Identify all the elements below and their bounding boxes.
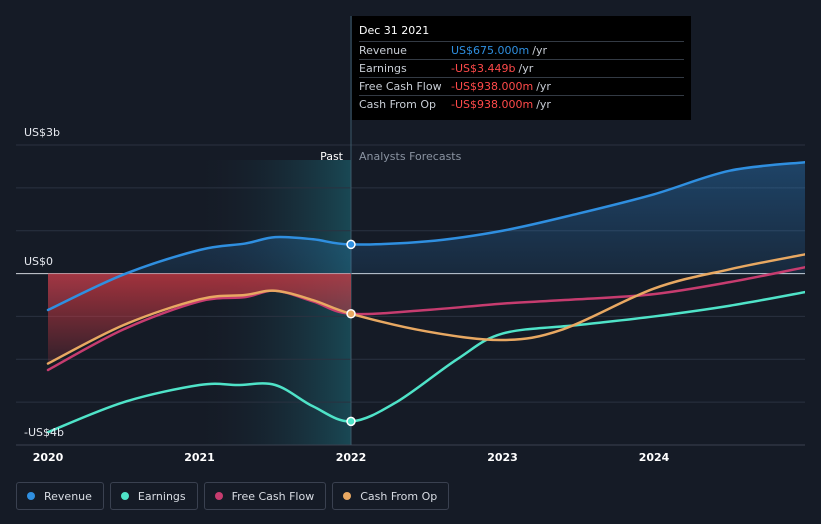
legend-label: Cash From Op	[360, 489, 438, 503]
tooltip-row-revenue: Revenue US$675.000m /yr	[359, 41, 684, 59]
tooltip-row-free-cash-flow: Free Cash Flow -US$938.000m /yr	[359, 77, 684, 95]
tooltip-row-cash-from-op: Cash From Op -US$938.000m /yr	[359, 95, 684, 113]
negative-area	[48, 273, 351, 364]
legend: Revenue Earnings Free Cash Flow Cash Fro…	[16, 482, 450, 512]
legend-dot	[214, 492, 223, 500]
legend-item-free-cash-flow[interactable]: Free Cash Flow	[203, 482, 327, 510]
x-tick-label: 2022	[336, 451, 367, 464]
x-tick-label: 2020	[33, 451, 64, 464]
tooltip: Dec 31 2021 Revenue US$675.000m /yr Earn…	[352, 16, 691, 120]
tooltip-date: Dec 31 2021	[359, 24, 430, 37]
legend-label: Free Cash Flow	[231, 489, 315, 503]
x-tick-label: 2021	[184, 451, 215, 464]
marker-earnings	[346, 416, 356, 427]
y-label-bottom: -US$4b	[24, 426, 64, 439]
marker-cash-from-op	[346, 309, 356, 319]
y-label-top: US$3b	[24, 126, 60, 139]
tooltip-value: -US$938.000m	[451, 98, 534, 111]
tooltip-label: Free Cash Flow	[359, 80, 442, 93]
tooltip-row-earnings: Earnings -US$3.449b /yr	[359, 59, 684, 77]
forecast-label: Analysts Forecasts	[359, 150, 462, 163]
legend-item-revenue[interactable]: Revenue	[16, 482, 104, 510]
tooltip-value: US$675.000m	[451, 44, 530, 57]
marker-revenue	[346, 239, 356, 250]
legend-dot	[120, 492, 129, 500]
x-tick-label: 2024	[639, 451, 670, 464]
legend-label: Earnings	[137, 489, 186, 503]
tooltip-value: -US$3.449b	[451, 62, 516, 75]
revenue-area	[48, 162, 805, 310]
y-label-zero: US$0	[24, 255, 53, 268]
legend-item-earnings[interactable]: Earnings	[109, 482, 198, 510]
series-line-earnings	[46, 290, 805, 434]
legend-item-cash-from-op[interactable]: Cash From Op	[332, 482, 450, 510]
tooltip-unit: /yr	[536, 98, 551, 111]
past-label: Past	[320, 150, 344, 163]
tooltip-label: Cash From Op	[359, 98, 437, 111]
tooltip-unit: /yr	[518, 62, 534, 75]
tooltip-unit: /yr	[536, 80, 551, 93]
legend-dot	[343, 492, 352, 500]
tooltip-label: Revenue	[359, 44, 407, 57]
x-tick-label: 2023	[487, 451, 518, 464]
tooltip-value: -US$938.000m	[451, 80, 534, 93]
tooltip-unit: /yr	[532, 44, 547, 57]
legend-dot	[27, 492, 35, 500]
legend-label: Revenue	[44, 489, 92, 503]
series-line-cash-from-op	[46, 253, 805, 365]
tooltip-label: Earnings	[359, 62, 407, 75]
